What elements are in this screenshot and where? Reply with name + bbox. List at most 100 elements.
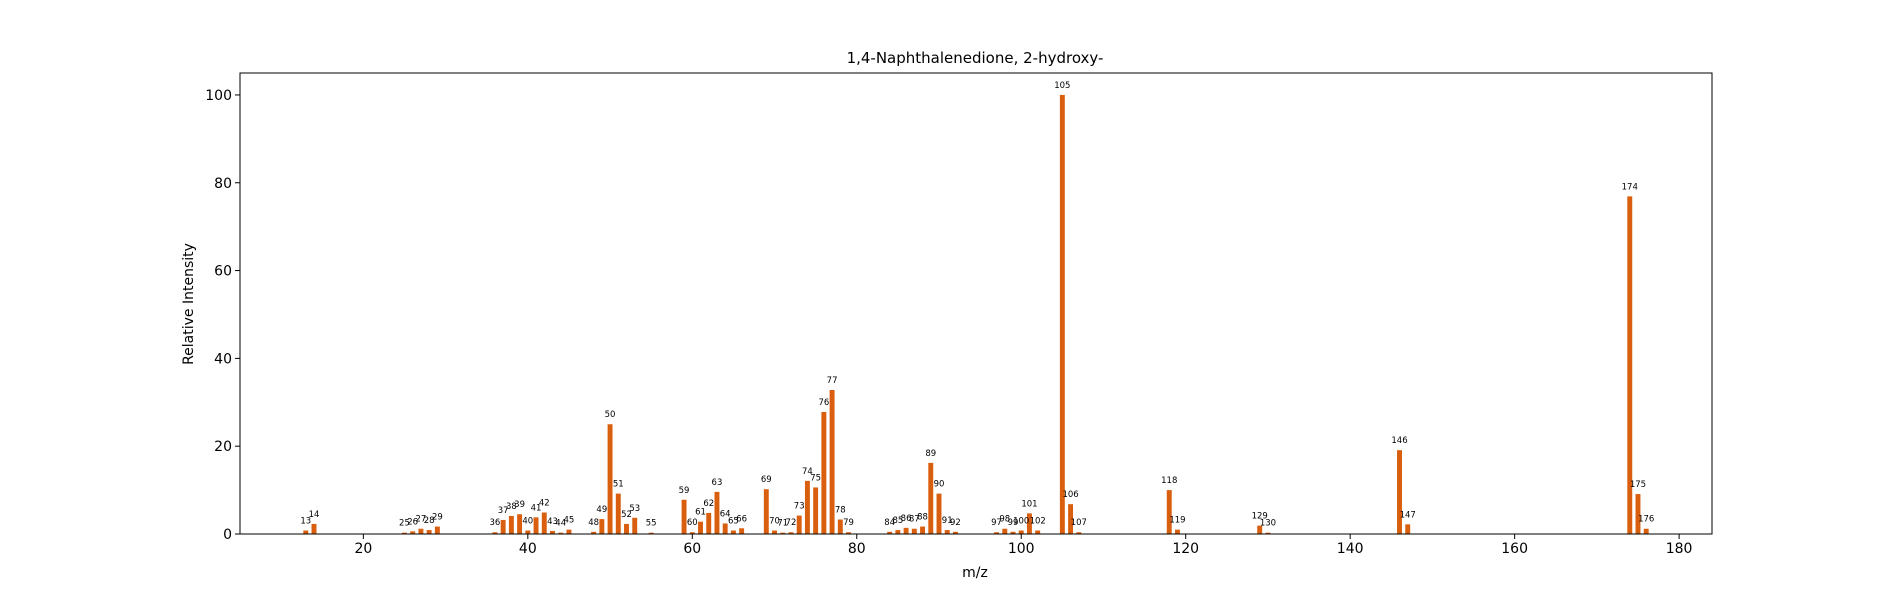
bar-mz-49 xyxy=(599,519,604,534)
bar-label-mz-59: 59 xyxy=(679,486,690,496)
bar-label-mz-78: 78 xyxy=(835,506,846,516)
x-tick-label-60: 60 xyxy=(683,541,701,557)
x-tick-label-140: 140 xyxy=(1337,541,1364,557)
bar-label-mz-100: 100 xyxy=(1013,516,1029,526)
x-tick-label-40: 40 xyxy=(519,541,537,557)
bar-label-mz-130: 130 xyxy=(1260,519,1276,529)
bar-label-mz-88: 88 xyxy=(917,513,928,523)
y-tick-label-60: 60 xyxy=(214,264,232,280)
bar-label-mz-50: 50 xyxy=(605,410,616,420)
bar-mz-61 xyxy=(698,522,703,534)
bar-mz-52 xyxy=(624,524,629,534)
bar-label-mz-66: 66 xyxy=(736,514,747,524)
bar-mz-66 xyxy=(739,528,744,534)
bar-mz-176 xyxy=(1644,529,1649,534)
bar-label-mz-69: 69 xyxy=(761,475,772,485)
bar-label-mz-36: 36 xyxy=(490,518,501,528)
bar-label-mz-72: 72 xyxy=(786,518,797,528)
bar-label-mz-79: 79 xyxy=(843,518,854,528)
bar-label-mz-62: 62 xyxy=(703,499,714,509)
bar-label-mz-63: 63 xyxy=(712,478,723,488)
bar-mz-39 xyxy=(517,514,522,534)
bar-mz-88 xyxy=(920,527,925,534)
y-tick-label-80: 80 xyxy=(214,176,232,192)
x-tick-label-100: 100 xyxy=(1008,541,1035,557)
bar-mz-51 xyxy=(616,494,621,534)
bar-mz-41 xyxy=(534,517,539,534)
bar-label-mz-90: 90 xyxy=(934,480,945,490)
bar-label-mz-89: 89 xyxy=(925,449,936,459)
bar-label-mz-51: 51 xyxy=(613,480,624,490)
bar-mz-86 xyxy=(904,528,909,534)
bar-mz-50 xyxy=(608,424,613,534)
bar-mz-63 xyxy=(714,492,719,534)
y-tick-label-100: 100 xyxy=(205,88,232,104)
bar-mz-53 xyxy=(632,518,637,534)
bar-label-mz-101: 101 xyxy=(1021,499,1037,509)
y-tick-label-20: 20 xyxy=(214,439,232,455)
bar-label-mz-49: 49 xyxy=(596,505,607,515)
bar-label-mz-29: 29 xyxy=(432,513,443,523)
bar-label-mz-175: 175 xyxy=(1630,480,1646,490)
bar-label-mz-55: 55 xyxy=(646,519,657,529)
bar-mz-70 xyxy=(772,530,777,534)
bar-mz-42 xyxy=(542,512,547,534)
bar-label-mz-76: 76 xyxy=(818,398,829,408)
bar-label-mz-146: 146 xyxy=(1391,436,1407,446)
y-tick-label-40: 40 xyxy=(214,351,232,367)
bar-mz-14 xyxy=(312,524,317,534)
x-tick-label-180: 180 xyxy=(1666,541,1693,557)
bar-mz-45 xyxy=(566,530,571,534)
bar-mz-100 xyxy=(1019,530,1024,534)
bar-mz-146 xyxy=(1397,450,1402,534)
bar-mz-147 xyxy=(1405,524,1410,534)
x-tick-label-80: 80 xyxy=(848,541,866,557)
x-axis-label: m/z xyxy=(962,565,988,581)
bar-mz-98 xyxy=(1002,529,1007,534)
bar-mz-118 xyxy=(1167,490,1172,534)
bar-mz-90 xyxy=(937,494,942,534)
bar-mz-13 xyxy=(303,530,308,534)
chart-title: 1,4-Naphthalenedione, 2-hydroxy- xyxy=(847,49,1104,67)
bar-label-mz-92: 92 xyxy=(950,518,961,528)
bar-label-mz-45: 45 xyxy=(564,516,575,526)
bar-mz-75 xyxy=(813,487,818,534)
bar-mz-89 xyxy=(928,463,933,534)
bar-mz-62 xyxy=(706,513,711,534)
bar-label-mz-53: 53 xyxy=(629,504,640,514)
y-axis-label: Relative Intensity xyxy=(181,243,197,365)
bar-mz-74 xyxy=(805,481,810,534)
bar-mz-27 xyxy=(418,529,423,534)
bar-mz-85 xyxy=(895,530,900,534)
bar-label-mz-61: 61 xyxy=(695,508,706,518)
bar-label-mz-174: 174 xyxy=(1622,182,1638,192)
bar-mz-77 xyxy=(830,390,835,534)
bar-label-mz-106: 106 xyxy=(1062,490,1078,500)
bar-label-mz-102: 102 xyxy=(1030,516,1046,526)
bar-label-mz-107: 107 xyxy=(1071,518,1087,528)
bar-mz-65 xyxy=(731,530,736,534)
bar-label-mz-119: 119 xyxy=(1169,516,1185,526)
bar-mz-73 xyxy=(797,516,802,534)
bar-mz-69 xyxy=(764,489,769,534)
bar-mz-78 xyxy=(838,520,843,534)
bar-label-mz-42: 42 xyxy=(539,498,550,508)
y-tick-label-0: 0 xyxy=(223,527,232,543)
x-tick-label-20: 20 xyxy=(354,541,372,557)
bar-mz-102 xyxy=(1035,530,1040,534)
bar-mz-29 xyxy=(435,527,440,534)
bar-label-mz-105: 105 xyxy=(1054,81,1070,91)
bar-label-mz-60: 60 xyxy=(687,518,698,528)
bar-label-mz-147: 147 xyxy=(1400,510,1416,520)
bar-label-mz-118: 118 xyxy=(1161,476,1177,486)
bar-mz-28 xyxy=(427,530,432,534)
bar-mz-87 xyxy=(912,529,917,534)
bar-mz-37 xyxy=(501,520,506,534)
x-tick-label-120: 120 xyxy=(1172,541,1199,557)
bar-label-mz-75: 75 xyxy=(810,473,821,483)
x-tick-label-160: 160 xyxy=(1501,541,1528,557)
bar-mz-76 xyxy=(821,412,826,534)
bar-mz-64 xyxy=(723,523,728,534)
